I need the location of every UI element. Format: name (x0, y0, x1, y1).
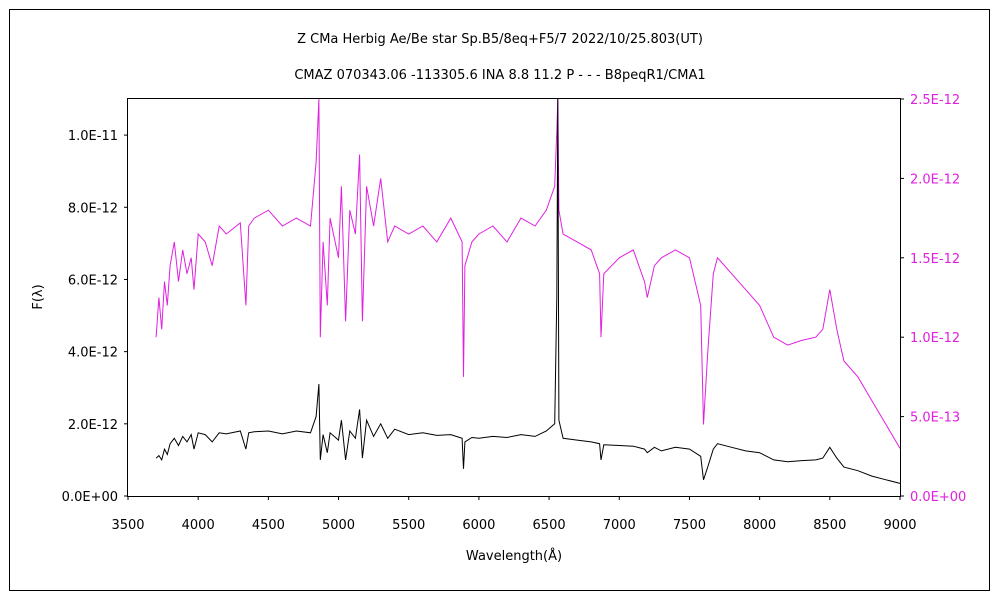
series-line-magenta (155, 98, 901, 449)
y-right-tick-label: 1.5E-12 (910, 252, 960, 267)
y-left-tick-label: 1.0E-11 (68, 129, 118, 144)
y-axis-label: F(λ) (31, 284, 46, 309)
x-tick-label: 3500 (111, 518, 144, 533)
x-tick-label: 6500 (533, 518, 566, 533)
y-left-tick-label: 6.0E-12 (68, 273, 118, 288)
x-tick-label: 6000 (462, 518, 495, 533)
outer-frame (9, 9, 990, 591)
x-tick-label: 8500 (813, 518, 846, 533)
y-right-tick-label: 5.0E-13 (910, 411, 960, 426)
y-right-tick-label: 0.0E+00 (910, 490, 966, 505)
chart-title: Z CMa Herbig Ae/Be star Sp.B5/8eq+F5/7 2… (297, 32, 703, 47)
x-tick-label: 4000 (182, 518, 215, 533)
y-left-tick-label: 8.0E-12 (68, 201, 118, 216)
series-layer (155, 98, 901, 484)
x-axis: 3500 4000 4500 5000 5500 6000 6500 7000 7500 8000… (111, 496, 917, 533)
y-axis-right: 0.0E+00 5.0E-13 1.0E-12 1.5E-12 2.0E-12 2.5E-… (900, 93, 966, 505)
x-tick-label: 7000 (603, 518, 636, 533)
x-tick-label: 5000 (322, 518, 355, 533)
y-left-tick-label: 2.0E-12 (68, 418, 118, 433)
x-axis-label: Wavelength(Å) (466, 548, 562, 564)
plot-area (127, 98, 901, 497)
y-right-tick-label: 2.5E-12 (910, 93, 960, 108)
x-tick-label: 8000 (743, 518, 776, 533)
y-axis-left: 0.0E+00 2.0E-12 4.0E-12 6.0E-12 8.0E-12 1.0E-… (62, 129, 128, 505)
y-left-tick-label: 4.0E-12 (68, 346, 118, 361)
y-left-tick-label: 0.0E+00 (62, 490, 118, 505)
series-line-black (155, 98, 901, 484)
y-right-tick-label: 2.0E-12 (910, 172, 960, 187)
x-tick-label: 4500 (252, 518, 285, 533)
x-tick-label: 9000 (883, 518, 916, 533)
y-right-tick-label: 1.0E-12 (910, 331, 960, 346)
chart-subtitle: CMAZ 070343.06 -113305.6 INA 8.8 11.2 P … (294, 68, 705, 83)
x-tick-label: 7500 (673, 518, 706, 533)
x-tick-label: 5500 (392, 518, 425, 533)
